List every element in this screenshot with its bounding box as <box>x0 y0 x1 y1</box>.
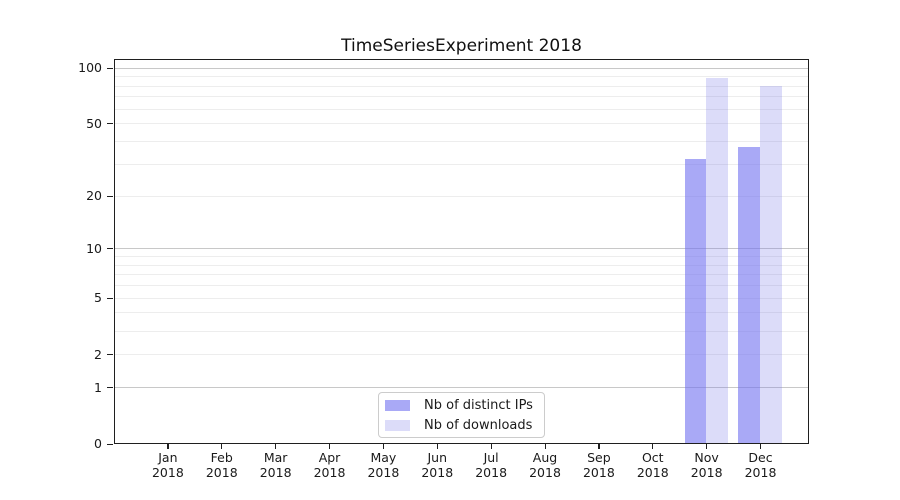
y-tick-mark <box>107 195 113 197</box>
y-tick-mark <box>107 123 113 125</box>
y-gridline-major <box>115 67 808 69</box>
legend-item-distinct-ips: Nb of distinct IPs <box>385 398 544 413</box>
y-gridline-minor <box>115 297 808 299</box>
y-tick-mark <box>107 443 113 445</box>
x-tick-label: Sep 2018 <box>582 450 615 480</box>
y-gridline-minor <box>115 141 808 143</box>
y-gridline-minor <box>115 312 808 314</box>
y-tick-label: 50 <box>86 115 102 131</box>
y-gridline-minor <box>115 330 808 332</box>
legend-swatch-distinct-ips <box>385 399 410 411</box>
x-tick-label: Feb 2018 <box>205 450 238 480</box>
y-tick-label: 20 <box>86 188 102 204</box>
x-tick-mark <box>275 444 277 449</box>
y-tick-label: 2 <box>94 346 102 362</box>
y-tick-mark <box>107 297 113 299</box>
x-tick-label: Nov 2018 <box>690 450 723 480</box>
y-gridline-minor <box>115 163 808 165</box>
bar-dec-distinct-ips <box>738 147 760 444</box>
y-gridline-minor <box>115 285 808 287</box>
legend-item-downloads: Nb of downloads <box>385 418 544 433</box>
y-gridline-minor <box>115 195 808 197</box>
y-tick-mark <box>107 354 113 356</box>
y-gridline-minor <box>115 274 808 276</box>
y-gridline-minor <box>115 264 808 266</box>
x-tick-mark <box>652 444 654 449</box>
bar-dec-downloads <box>760 85 782 444</box>
legend-label-downloads: Nb of downloads <box>424 417 533 433</box>
y-gridline-minor <box>115 255 808 257</box>
x-tick-label: Jan 2018 <box>151 450 184 480</box>
legend-label-distinct-ips: Nb of distinct IPs <box>424 397 533 413</box>
x-tick-label: Jun 2018 <box>421 450 454 480</box>
x-tick-mark <box>598 444 600 449</box>
y-gridline-major <box>115 387 808 389</box>
x-tick-label: Dec 2018 <box>744 450 777 480</box>
x-tick-mark <box>167 444 169 449</box>
x-tick-mark <box>329 444 331 449</box>
x-tick-mark <box>382 444 385 449</box>
x-tick-mark <box>706 444 708 449</box>
y-gridline-major <box>115 248 808 250</box>
y-tick-mark <box>107 67 113 69</box>
x-tick-label: Apr 2018 <box>313 450 346 480</box>
x-tick-mark <box>490 444 492 449</box>
y-gridline-minor <box>115 76 808 78</box>
y-tick-mark <box>107 387 113 389</box>
y-gridline-minor <box>115 96 808 98</box>
y-tick-label: 0 <box>94 436 102 451</box>
x-tick-label: Mar 2018 <box>259 450 292 480</box>
bar-nov-downloads <box>706 77 728 444</box>
x-tick-label: Jul 2018 <box>475 450 508 480</box>
x-tick-label: Aug 2018 <box>529 450 561 480</box>
y-gridline-minor <box>115 354 808 356</box>
x-tick-mark <box>436 444 438 449</box>
y-gridline-minor <box>115 85 808 87</box>
y-gridline-minor <box>115 123 808 125</box>
x-tick-mark <box>221 444 223 449</box>
y-tick-mark <box>107 248 113 250</box>
bar-nov-distinct-ips <box>684 158 707 444</box>
chart-title: TimeSeriesExperiment 2018 <box>341 36 582 56</box>
plot-area <box>114 59 809 444</box>
y-tick-label: 1 <box>94 379 102 395</box>
x-tick-mark <box>544 444 546 449</box>
y-tick-label: 100 <box>78 60 102 76</box>
legend: Nb of distinct IPs Nb of downloads <box>378 392 545 438</box>
y-tick-label: 5 <box>94 290 102 306</box>
y-tick-label: 10 <box>86 240 102 256</box>
y-gridline-minor <box>115 108 808 110</box>
x-tick-label: May 2018 <box>367 450 400 480</box>
x-tick-mark <box>760 444 762 449</box>
legend-swatch-downloads <box>385 419 410 431</box>
x-tick-label: Oct 2018 <box>636 450 669 480</box>
